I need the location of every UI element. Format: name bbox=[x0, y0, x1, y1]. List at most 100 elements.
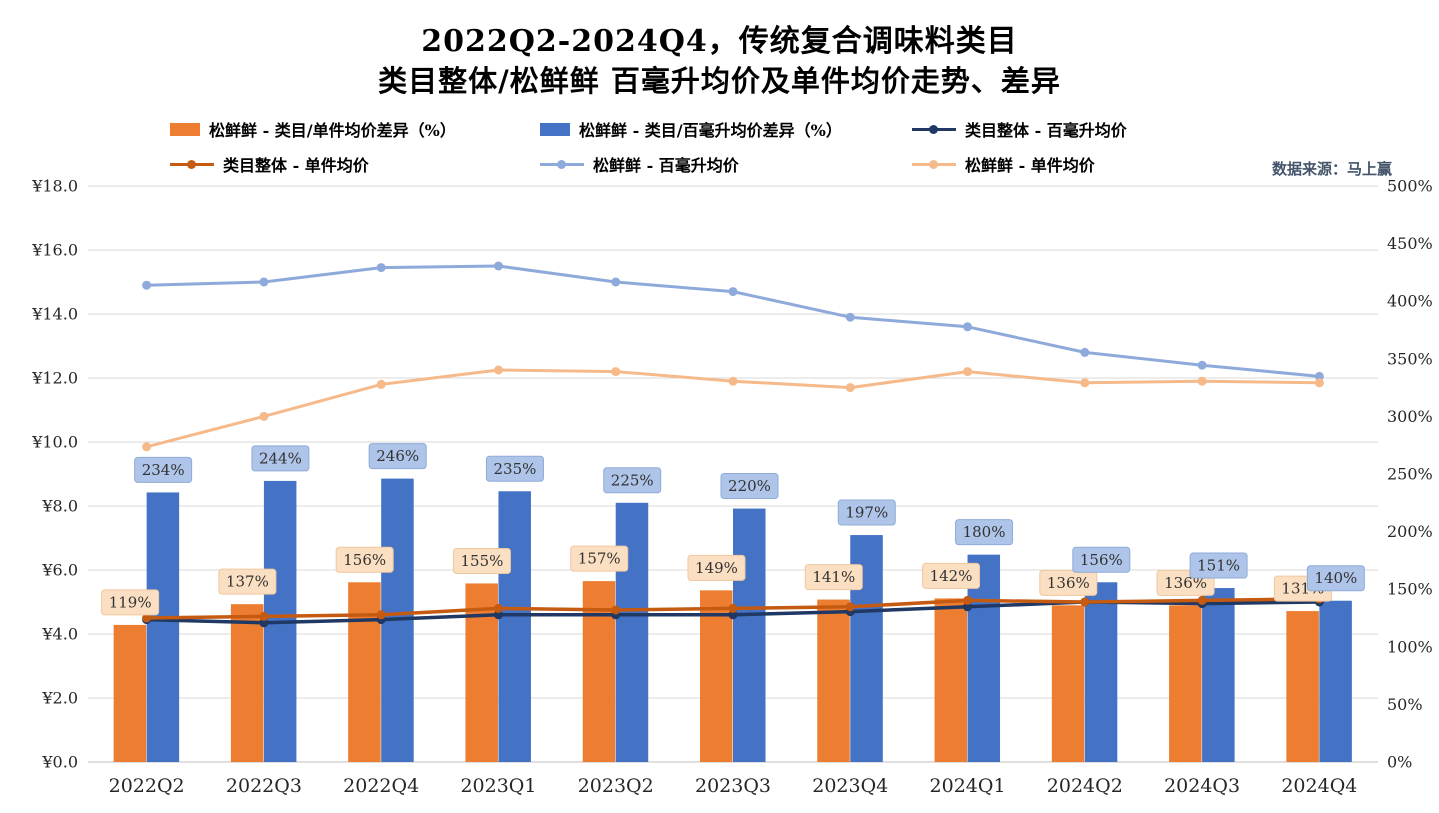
bar-value-label: 119% bbox=[109, 593, 152, 611]
category-label: 2023Q2 bbox=[578, 775, 654, 797]
line-marker bbox=[963, 595, 973, 605]
bar bbox=[348, 582, 381, 762]
legend-item: 松鲜鲜 - 类目/百毫升均价差异（%） bbox=[540, 117, 912, 141]
line-marker bbox=[1314, 378, 1324, 388]
line-marker bbox=[611, 277, 621, 287]
right-axis-tick-label: 50% bbox=[1387, 695, 1423, 714]
line-marker bbox=[259, 411, 269, 421]
bar-value-label: 140% bbox=[1314, 569, 1357, 587]
bar bbox=[1169, 605, 1202, 762]
line-marker bbox=[963, 322, 973, 332]
line-marker bbox=[845, 383, 855, 393]
bar-value-label-box bbox=[1072, 546, 1131, 573]
line-marker bbox=[142, 613, 152, 623]
bar-value-label: 235% bbox=[494, 460, 537, 478]
chart-title-line1: 2022Q2-2024Q4，传统复合调味料类目 bbox=[421, 24, 1018, 59]
bar-value-label: 156% bbox=[343, 551, 386, 569]
bar-value-label-box bbox=[368, 443, 427, 470]
bar-value-label-box bbox=[485, 455, 544, 482]
legend-bar-swatch-icon bbox=[170, 122, 200, 136]
legend-line-swatch-icon bbox=[540, 158, 584, 171]
category-label: 2022Q2 bbox=[109, 775, 185, 797]
left-axis-tick-label: ¥12.0 bbox=[31, 369, 78, 388]
line-marker bbox=[963, 367, 973, 377]
line-marker bbox=[728, 376, 738, 386]
left-axis-tick-label: ¥0.0 bbox=[41, 753, 78, 772]
legend-label: 松鲜鲜 - 百毫升均价 bbox=[593, 156, 739, 175]
bar-value-label: 142% bbox=[930, 567, 973, 585]
bar-value-label-box bbox=[804, 564, 863, 591]
bar-value-label: 141% bbox=[812, 568, 855, 586]
legend-bar-swatch-icon bbox=[540, 122, 570, 136]
right-axis-tick-label: 200% bbox=[1387, 522, 1433, 541]
bar-value-label-box bbox=[452, 547, 511, 574]
line-marker bbox=[142, 280, 152, 290]
bar-value-label-box bbox=[955, 519, 1014, 546]
line-marker bbox=[1197, 595, 1207, 605]
line-marker bbox=[376, 610, 386, 620]
bar-value-label: 197% bbox=[845, 504, 888, 522]
line-marker bbox=[728, 610, 738, 620]
bar-value-label: 225% bbox=[611, 471, 654, 489]
line-marker bbox=[259, 611, 269, 621]
left-axis-tick-label: ¥4.0 bbox=[41, 625, 78, 644]
bar bbox=[934, 598, 968, 762]
bar-value-label-box bbox=[218, 568, 277, 595]
category-label: 2024Q3 bbox=[1164, 775, 1240, 797]
right-axis-tick-label: 350% bbox=[1387, 349, 1433, 368]
category-label: 2022Q4 bbox=[343, 775, 419, 797]
line-marker bbox=[611, 605, 621, 615]
bar bbox=[1319, 600, 1352, 762]
bar-value-label: 156% bbox=[1080, 551, 1123, 569]
line-marker bbox=[259, 618, 269, 628]
line-marker bbox=[1080, 347, 1090, 357]
line-marker bbox=[142, 442, 152, 452]
bar-value-label-box bbox=[134, 456, 193, 483]
category-label: 2023Q3 bbox=[695, 775, 771, 797]
legend-line-swatch-icon bbox=[912, 158, 956, 171]
category-label: 2024Q4 bbox=[1281, 775, 1357, 797]
bar-value-label-box bbox=[1189, 552, 1248, 579]
legend-item: 类目整体 - 百毫升均价 bbox=[912, 117, 1272, 141]
category-label: 2024Q1 bbox=[930, 775, 1006, 797]
chart-title-line2: 类目整体/松鲜鲜 百毫升均价及单件均价走势、差异 bbox=[378, 64, 1061, 98]
bar-value-label-box bbox=[101, 589, 160, 616]
left-axis-tick-label: ¥2.0 bbox=[41, 689, 78, 708]
legend-label: 松鲜鲜 - 类目/百毫升均价差异（%） bbox=[579, 121, 842, 140]
legend: 松鲜鲜 - 类目/单件均价差异（%） 松鲜鲜 - 类目/百毫升均价差异（%） 类目整… bbox=[170, 117, 1272, 176]
line-marker bbox=[376, 263, 386, 273]
bar-value-label: 155% bbox=[461, 552, 504, 570]
left-axis-tick-label: ¥10.0 bbox=[31, 433, 78, 452]
bar bbox=[498, 491, 531, 762]
bar bbox=[733, 508, 766, 762]
left-axis-tick-label: ¥8.0 bbox=[41, 497, 78, 516]
bar-value-label-box bbox=[837, 499, 896, 526]
right-axis-tick-label: 500% bbox=[1387, 177, 1433, 196]
bar bbox=[817, 599, 850, 762]
line-marker bbox=[493, 261, 503, 271]
right-axis-tick-label: 0% bbox=[1387, 753, 1412, 772]
bar-value-label-box bbox=[251, 445, 310, 472]
bar-value-label-box bbox=[720, 473, 779, 500]
bar bbox=[1051, 605, 1085, 762]
line-marker bbox=[1197, 360, 1207, 370]
legend-label: 类目整体 - 百毫升均价 bbox=[965, 121, 1127, 140]
line-marker bbox=[1197, 376, 1207, 386]
bar-value-label: 149% bbox=[695, 559, 738, 577]
left-axis-tick-label: ¥16.0 bbox=[31, 241, 78, 260]
legend-item: 松鲜鲜 - 百毫升均价 bbox=[540, 152, 912, 176]
bar-value-label-box bbox=[335, 546, 394, 573]
bar bbox=[113, 624, 147, 762]
line-marker bbox=[493, 603, 503, 613]
line-marker bbox=[728, 287, 738, 297]
line-marker bbox=[845, 602, 855, 612]
line-marker bbox=[845, 312, 855, 322]
line-marker bbox=[493, 365, 503, 375]
bar bbox=[1202, 588, 1235, 762]
legend-line-swatch-icon bbox=[170, 158, 214, 171]
bar-value-label-box bbox=[570, 545, 629, 572]
line-marker bbox=[1314, 371, 1324, 381]
left-axis-tick-label: ¥14.0 bbox=[31, 305, 78, 324]
bar bbox=[1286, 611, 1319, 762]
